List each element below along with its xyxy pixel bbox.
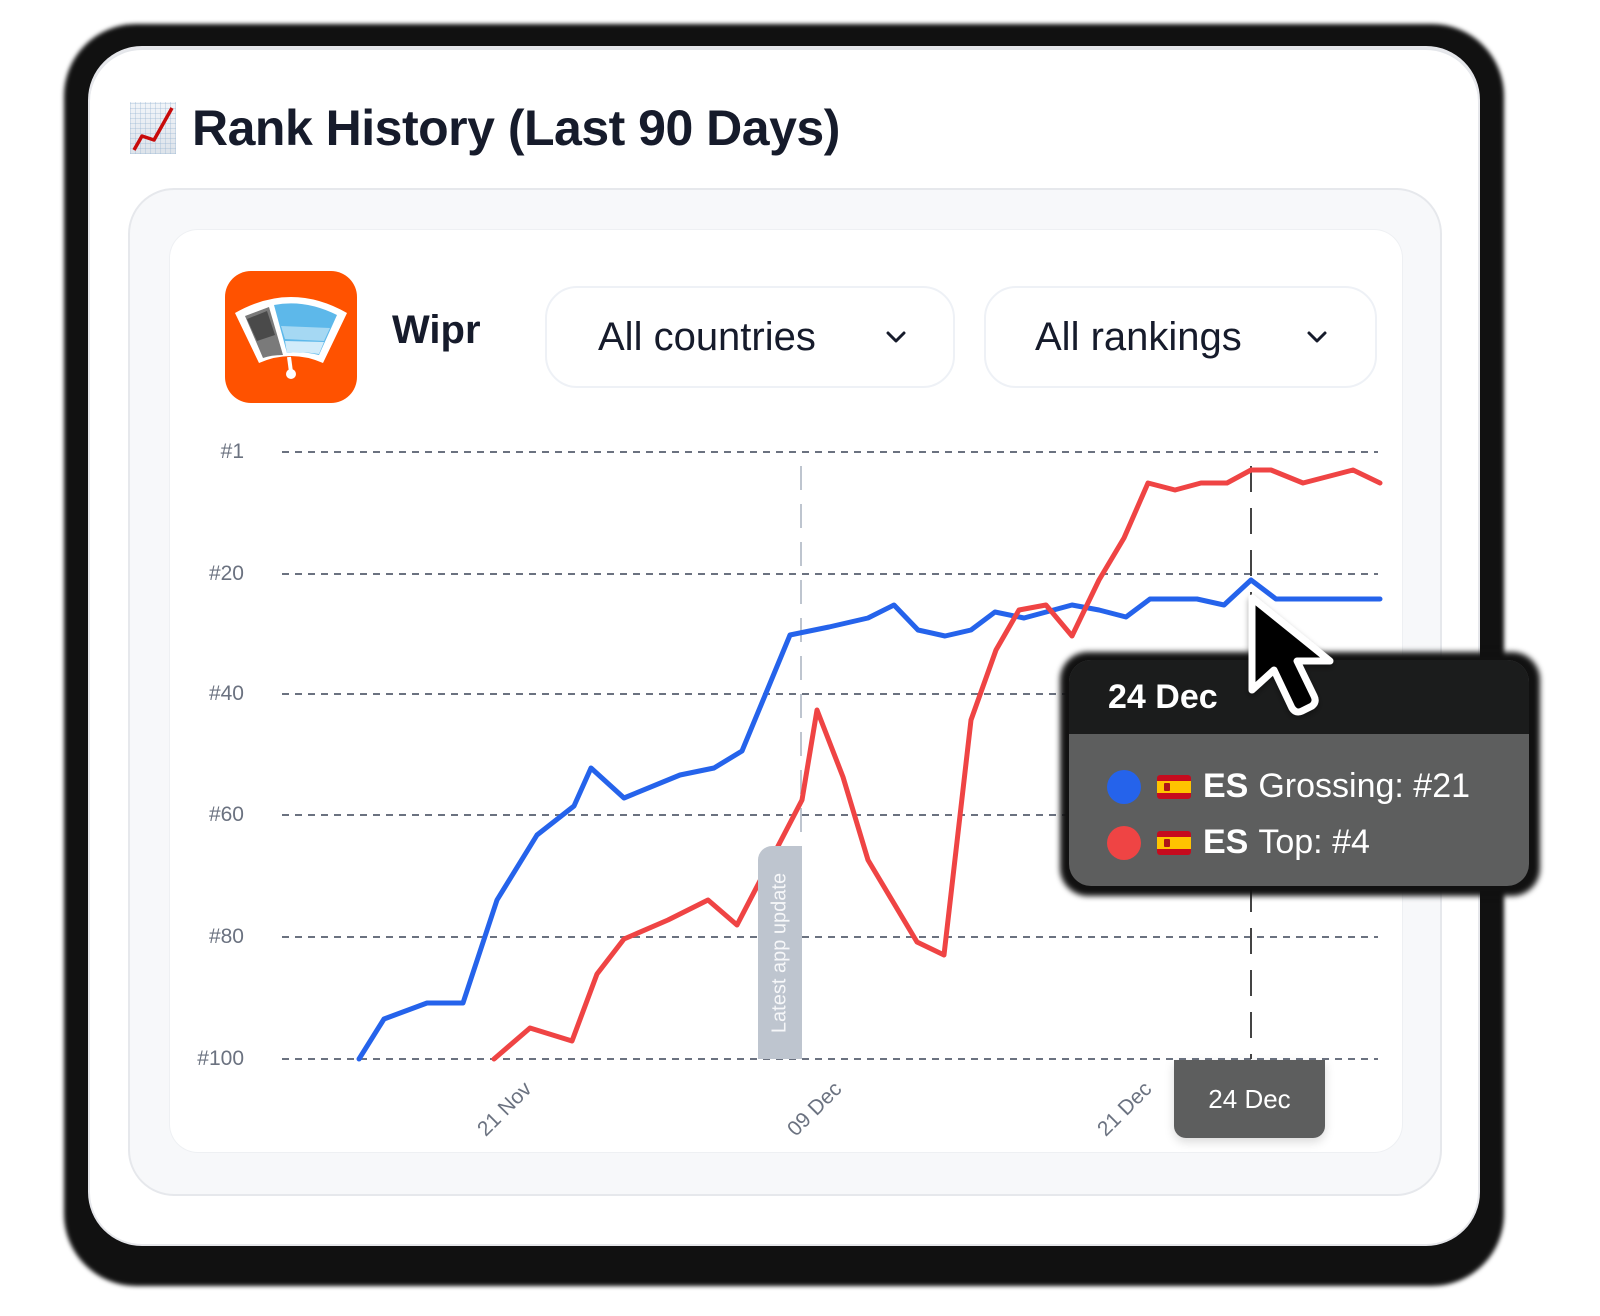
y-tick-label: #1 <box>220 440 244 463</box>
y-tick-label: #100 <box>197 1047 244 1070</box>
rankings-dropdown[interactable]: All rankings <box>984 286 1377 388</box>
tooltip-row-grossing: ES Grossing: #21 <box>1107 767 1470 806</box>
chevron-down-icon <box>886 331 906 343</box>
y-tick-label: #80 <box>208 925 244 948</box>
latest-app-update-label: Latest app update <box>768 872 791 1033</box>
mouse-pointer-icon <box>1248 594 1334 716</box>
hover-date-badge: 24 Dec <box>1174 1060 1325 1138</box>
es-grossing-line <box>356 577 1383 1062</box>
y-tick-label: #40 <box>208 682 244 705</box>
rankings-dropdown-value: All rankings <box>1035 314 1242 359</box>
country-code: ES <box>1203 767 1249 805</box>
rank-value: Top: #4 <box>1258 823 1370 861</box>
series-color-dot <box>1107 825 1141 860</box>
card-header: Rank History (Last 90 Days) <box>130 92 840 164</box>
countries-dropdown-value: All countries <box>598 314 816 359</box>
chart-increasing-icon <box>130 102 176 154</box>
spain-flag-icon <box>1157 774 1191 799</box>
es-top-line <box>491 467 1383 1062</box>
rank-value: Grossing: #21 <box>1258 767 1471 805</box>
wipr-app-icon <box>225 271 357 403</box>
country-code: ES <box>1203 823 1249 861</box>
series-color-dot <box>1107 769 1141 804</box>
app-name: Wipr <box>392 308 481 352</box>
y-tick-label: #20 <box>208 562 244 585</box>
spain-flag-icon <box>1157 830 1191 855</box>
y-tick-label: #60 <box>208 803 244 826</box>
countries-dropdown[interactable]: All countries <box>545 286 955 388</box>
tooltip-row-top: ES Top: #4 <box>1107 823 1370 862</box>
chevron-down-icon <box>1307 331 1327 343</box>
latest-app-update-marker: Latest app update <box>758 846 802 1059</box>
page-title: Rank History (Last 90 Days) <box>192 100 840 156</box>
